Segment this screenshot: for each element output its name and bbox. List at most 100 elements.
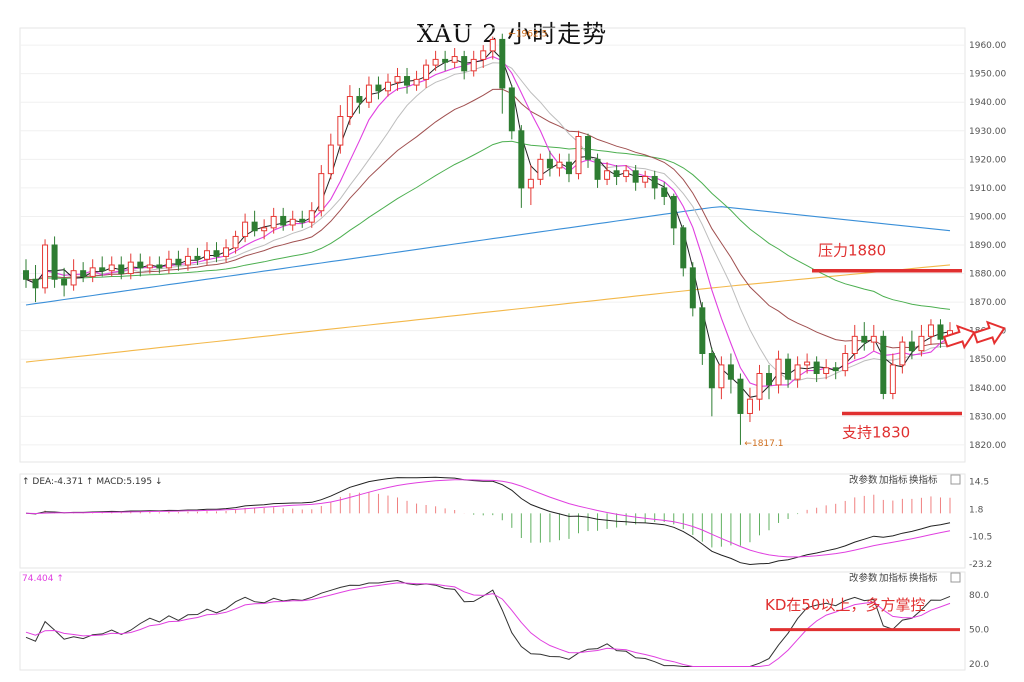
candle-body	[604, 170, 611, 180]
candle-body	[651, 175, 658, 189]
candle-body	[489, 38, 496, 52]
candle-body	[861, 335, 868, 343]
panel-close-icon[interactable]	[950, 572, 961, 583]
candle-body	[785, 358, 792, 380]
panel-frame	[19, 473, 966, 569]
candle-body	[127, 261, 134, 275]
high-label: ←1962.5	[508, 30, 547, 40]
trend-arrow-icon	[942, 324, 976, 350]
candle-body	[889, 364, 896, 394]
panel-control-1[interactable]: 改参数	[849, 572, 878, 584]
panel-control-3[interactable]: 换指标	[909, 572, 938, 584]
candle-body	[575, 136, 582, 175]
candle-body	[851, 335, 858, 354]
candle-body	[880, 335, 887, 394]
candle-body	[594, 158, 601, 180]
candle-body	[508, 87, 515, 132]
candle-body	[680, 227, 687, 269]
candle-body	[699, 307, 706, 355]
candle-body	[23, 270, 29, 280]
candle-body	[565, 161, 572, 175]
y-tick-label: 1870.00	[969, 298, 1006, 308]
ma60-line	[25, 140, 951, 310]
candle-body	[623, 170, 630, 177]
candle-body	[661, 187, 668, 197]
candle-body	[499, 38, 506, 89]
candle-body	[737, 378, 744, 414]
candle-body	[918, 335, 925, 352]
y-tick-label: 1830.00	[969, 412, 1006, 422]
ma10-line	[25, 56, 951, 387]
y-tick-label: 1930.00	[969, 127, 1006, 137]
candle-body	[804, 361, 811, 366]
candle-body	[689, 267, 696, 309]
trend-arrow-icon	[972, 320, 1006, 346]
y-tick-label: 1920.00	[969, 155, 1006, 165]
candle-body	[270, 215, 277, 229]
candle-body	[203, 250, 210, 260]
candle-body	[223, 247, 230, 257]
candle-body	[527, 178, 534, 189]
candle-body	[775, 358, 782, 386]
candle-body	[165, 258, 172, 269]
candle-body	[242, 221, 249, 237]
candle-body	[108, 264, 115, 272]
candle-body	[394, 76, 401, 83]
candle-body	[670, 195, 677, 229]
candle-body	[585, 136, 592, 160]
panel-close-icon[interactable]	[950, 474, 961, 485]
panel-control-1[interactable]: 改参数	[849, 474, 878, 486]
macd-tick-label: 1.8	[969, 505, 984, 515]
candle-body	[546, 158, 553, 169]
kd-tick-label: 80.0	[969, 591, 989, 601]
candle-body	[308, 210, 315, 223]
candle-body	[118, 264, 125, 275]
candle-body	[137, 261, 144, 269]
macd-dea-line	[25, 479, 951, 558]
candle-body	[184, 255, 191, 266]
candle-body	[384, 81, 391, 92]
y-tick-label: 1950.00	[969, 70, 1006, 80]
candle-body	[537, 158, 544, 180]
y-tick-label: 1900.00	[969, 212, 1006, 222]
panel-control-2[interactable]: 加指标	[879, 474, 908, 486]
y-tick-label: 1880.00	[969, 270, 1006, 280]
candle-body	[794, 364, 801, 380]
candle-body	[766, 372, 773, 386]
candle-body	[927, 324, 934, 337]
candle-body	[470, 58, 477, 72]
ma120-line	[25, 206, 951, 306]
candle-body	[451, 56, 458, 63]
candle-body	[423, 64, 430, 80]
candle-body	[346, 96, 353, 118]
macd-tick-label: -10.5	[969, 532, 992, 542]
candle-body	[756, 372, 763, 400]
candle-body	[842, 353, 849, 372]
panel-control-2[interactable]: 加指标	[879, 572, 908, 584]
kd-tick-label: 20.0	[969, 660, 989, 670]
candle-body	[61, 278, 68, 286]
candle-body	[289, 218, 296, 226]
candle-body	[232, 235, 239, 249]
candle-body	[642, 175, 649, 183]
candle-body	[89, 267, 96, 277]
candle-body	[727, 364, 734, 380]
kd-legend: 74.404 ↑	[22, 574, 64, 584]
candle-body	[32, 278, 39, 289]
candle-body	[746, 398, 753, 414]
candle-body	[42, 244, 49, 289]
candle-body	[365, 84, 372, 103]
y-tick-label: 1820.00	[969, 441, 1006, 451]
kd-k-line	[25, 579, 951, 667]
candle-body	[708, 353, 715, 389]
panel-control-3[interactable]: 换指标	[909, 474, 938, 486]
chart-title: XAU 2 小时走势	[416, 20, 608, 48]
candle-body	[870, 335, 877, 343]
macd-legend: ↑ DEA:-4.371 ↑ MACD:5.195 ↓	[22, 477, 163, 487]
low-label: ←1817.1	[744, 439, 783, 449]
candle-body	[80, 270, 87, 277]
kd-annotation: KD在50以上，多方掌控	[765, 596, 925, 614]
candle-body	[461, 56, 468, 72]
candle-body	[899, 341, 906, 366]
